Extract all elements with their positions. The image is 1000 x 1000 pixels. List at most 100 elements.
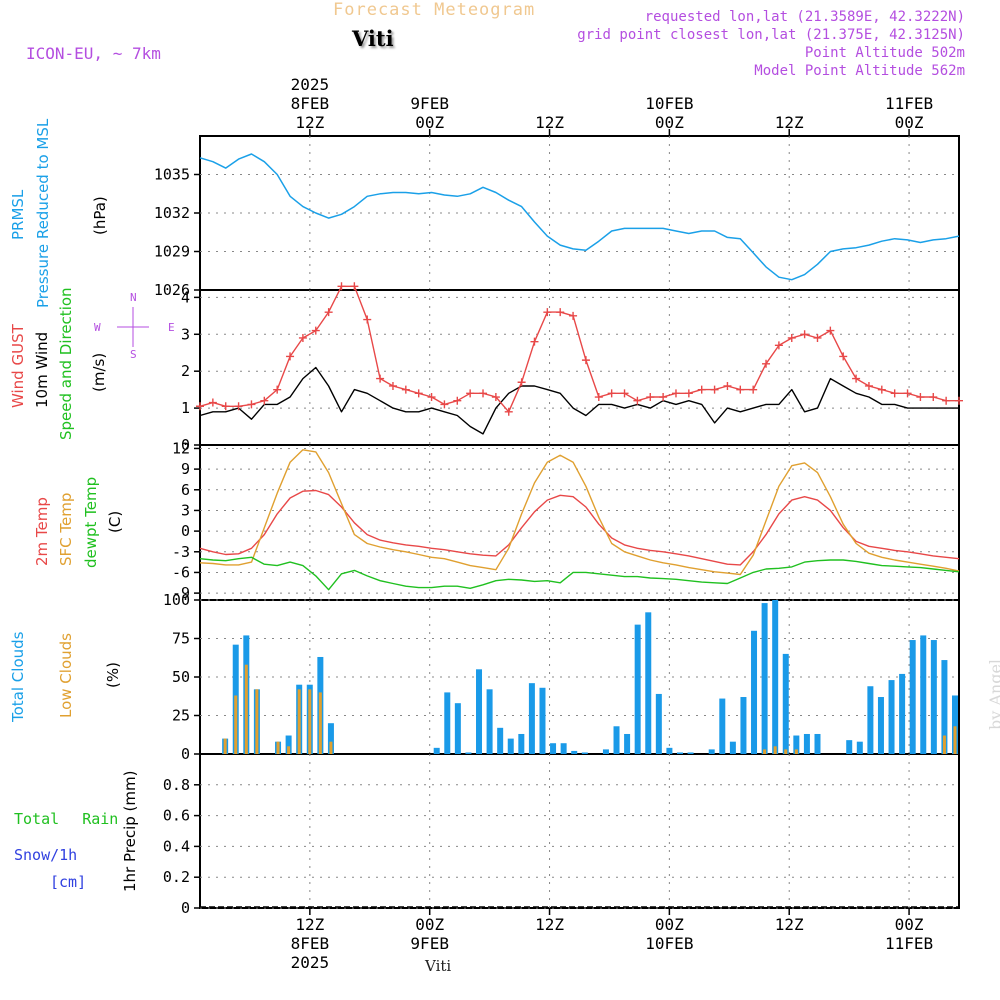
wind-gust-marker bbox=[196, 402, 204, 411]
low-cloud-bar bbox=[763, 749, 767, 754]
wind-gust-marker bbox=[607, 389, 616, 398]
snow-unit-label: [cm] bbox=[50, 873, 87, 891]
total-cloud-bar bbox=[751, 630, 758, 754]
wind-gust-marker bbox=[350, 282, 359, 291]
y-tick-label: 0.8 bbox=[163, 776, 190, 794]
x-tick-label-bottom: 12Z bbox=[295, 915, 324, 934]
total-cloud-bar bbox=[666, 747, 673, 754]
wind-gust-marker bbox=[903, 389, 912, 398]
x-tick-label-top: 12Z bbox=[535, 113, 564, 132]
low-cloud-bar bbox=[953, 726, 957, 754]
wind-gust-marker bbox=[376, 374, 385, 383]
compass-north-label: N bbox=[130, 291, 137, 304]
wind-gust-marker bbox=[466, 389, 475, 398]
panel-frame-1 bbox=[199, 289, 960, 446]
y-tick-label: 1035 bbox=[154, 166, 190, 184]
total-cloud-bar bbox=[285, 735, 292, 754]
low-cloud-bar bbox=[329, 741, 333, 754]
wind-gust-marker bbox=[491, 393, 500, 402]
total-cloud-bar bbox=[803, 733, 810, 754]
total-cloud-bar bbox=[952, 695, 958, 754]
pressure-line bbox=[199, 153, 960, 281]
panel-frame-2 bbox=[199, 444, 960, 601]
y-tick-label: 0.2 bbox=[163, 868, 190, 886]
total-cloud-bar bbox=[613, 726, 620, 754]
y-tick-label: 9 bbox=[181, 460, 190, 478]
wind-gust-marker bbox=[363, 315, 372, 324]
low-cloud-bar bbox=[276, 741, 280, 754]
wind-gust-marker bbox=[710, 385, 719, 394]
x-tick-label-bottom: 11FEB bbox=[885, 934, 933, 953]
y-tick-label: 0 bbox=[181, 436, 190, 454]
snow-label: Snow/1h bbox=[14, 846, 78, 864]
wind-gust-marker bbox=[736, 385, 745, 394]
y-tick-label: 3 bbox=[181, 325, 190, 343]
total-cloud-bar bbox=[941, 660, 948, 754]
y-tick-label: 1026 bbox=[154, 281, 190, 299]
total-cloud-bar bbox=[571, 750, 578, 754]
total-cloud-bar bbox=[793, 735, 800, 754]
total-cloud-bar bbox=[476, 669, 483, 754]
wind-gust-marker bbox=[620, 389, 629, 398]
total-cloud-bar bbox=[634, 624, 641, 754]
x-tick-label-top: 9FEB bbox=[410, 94, 449, 113]
y-tick-label: 0 bbox=[181, 745, 190, 763]
y-tick-label: 1029 bbox=[154, 243, 190, 261]
wind-gust-marker bbox=[504, 407, 513, 416]
wind-gust-marker bbox=[453, 396, 462, 405]
wind-gust-marker bbox=[787, 333, 796, 342]
wind-gust-marker bbox=[826, 326, 835, 335]
y-tick-label: 25 bbox=[172, 707, 190, 725]
x-tick-label-top: 12Z bbox=[295, 113, 324, 132]
y-tick-label: 1032 bbox=[154, 204, 190, 222]
total-cloud-bar bbox=[655, 693, 662, 754]
wind-gust-marker bbox=[697, 385, 706, 394]
wind-gust-marker bbox=[839, 352, 848, 361]
total-cloud-bar bbox=[528, 683, 535, 754]
y-tick-label: 4 bbox=[181, 288, 190, 306]
total-rain-label: Total Rain bbox=[14, 810, 118, 828]
total-cloud-bar bbox=[497, 727, 504, 754]
total-label: Total bbox=[14, 810, 60, 828]
total-cloud-bar bbox=[909, 640, 916, 754]
total-cloud-bar bbox=[645, 612, 652, 754]
total-cloud-bar bbox=[846, 740, 853, 754]
compass-east-label: E bbox=[168, 321, 175, 334]
x-tick-label-bottom: 00Z bbox=[415, 915, 444, 934]
wind-10m-line bbox=[199, 366, 959, 435]
wind-gust-marker bbox=[569, 311, 578, 320]
x-tick-label-bottom: 12Z bbox=[535, 915, 564, 934]
y-tick-label: 2 bbox=[181, 362, 190, 380]
wind-gust-marker bbox=[247, 400, 256, 409]
wind-gust-marker bbox=[517, 378, 526, 387]
panel-frame-4 bbox=[199, 753, 960, 909]
wind-gust-marker bbox=[749, 385, 758, 394]
model-altitude: Model Point Altitude 562m bbox=[754, 63, 965, 79]
wind-gust-marker bbox=[916, 393, 925, 402]
wind-gust-marker bbox=[543, 308, 552, 317]
wind-gust-marker bbox=[388, 381, 397, 390]
wind-gust-marker bbox=[774, 341, 783, 350]
total-cloud-bar bbox=[687, 752, 694, 754]
wind-gust-marker bbox=[440, 400, 449, 409]
wind-gust-marker bbox=[324, 308, 333, 317]
y-tick-label: 1 bbox=[181, 399, 190, 417]
wind-gust-marker bbox=[800, 330, 809, 339]
total-cloud-bar bbox=[814, 733, 821, 754]
wind-gust-marker bbox=[671, 389, 680, 398]
wind-gust-marker bbox=[208, 398, 217, 407]
total-cloud-bar bbox=[888, 680, 895, 754]
low-cloud-bar bbox=[223, 738, 227, 754]
rain-label: Rain bbox=[82, 810, 119, 828]
wind-gust-marker bbox=[479, 389, 488, 398]
wind-gust-marker bbox=[929, 393, 938, 402]
x-tick-label-top: 8FEB bbox=[291, 94, 330, 113]
x-tick-label-top: 00Z bbox=[415, 113, 444, 132]
y-tick-label: 12 bbox=[172, 439, 190, 457]
wind-gust-marker bbox=[942, 396, 951, 405]
x-tick-label-bottom: 00Z bbox=[895, 915, 924, 934]
low-cloud-bar bbox=[784, 749, 788, 754]
wind-gust-marker bbox=[890, 389, 899, 398]
y-tick-label: 50 bbox=[172, 668, 190, 686]
low-cloud-bar bbox=[234, 695, 238, 754]
